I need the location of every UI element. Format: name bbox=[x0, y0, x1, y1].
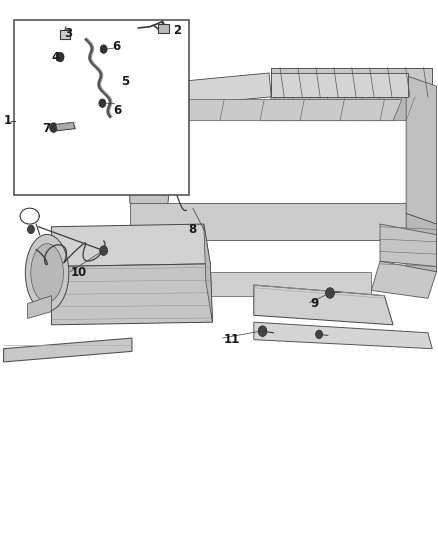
Circle shape bbox=[316, 330, 322, 338]
Text: 7: 7 bbox=[43, 122, 51, 135]
Polygon shape bbox=[130, 272, 371, 296]
Text: 4: 4 bbox=[51, 51, 60, 63]
Circle shape bbox=[100, 45, 107, 53]
Polygon shape bbox=[380, 224, 437, 266]
Polygon shape bbox=[130, 240, 167, 288]
Text: 3: 3 bbox=[64, 27, 73, 39]
Polygon shape bbox=[56, 122, 75, 131]
Polygon shape bbox=[4, 338, 132, 362]
Bar bbox=[14, 20, 188, 195]
Polygon shape bbox=[254, 322, 432, 349]
Polygon shape bbox=[262, 97, 432, 120]
Circle shape bbox=[99, 99, 106, 108]
Polygon shape bbox=[130, 73, 271, 110]
Polygon shape bbox=[130, 203, 406, 240]
Bar bbox=[158, 23, 169, 33]
Text: 10: 10 bbox=[71, 266, 87, 279]
Polygon shape bbox=[51, 224, 210, 266]
Circle shape bbox=[100, 246, 108, 255]
Polygon shape bbox=[128, 86, 132, 134]
Circle shape bbox=[28, 225, 35, 233]
Text: 11: 11 bbox=[223, 333, 240, 346]
Text: 1: 1 bbox=[4, 114, 12, 127]
Circle shape bbox=[258, 326, 267, 336]
Polygon shape bbox=[28, 296, 51, 318]
Text: 6: 6 bbox=[113, 40, 120, 53]
Circle shape bbox=[325, 288, 334, 298]
Text: 5: 5 bbox=[121, 76, 129, 88]
Polygon shape bbox=[167, 100, 402, 120]
Polygon shape bbox=[204, 224, 212, 322]
Text: 2: 2 bbox=[173, 24, 181, 37]
Circle shape bbox=[49, 123, 57, 132]
Ellipse shape bbox=[25, 235, 69, 311]
Polygon shape bbox=[271, 68, 432, 97]
Polygon shape bbox=[271, 73, 408, 97]
Ellipse shape bbox=[31, 244, 64, 302]
Bar bbox=[60, 30, 70, 38]
Polygon shape bbox=[371, 261, 437, 298]
Text: 6: 6 bbox=[114, 103, 122, 117]
Circle shape bbox=[56, 52, 64, 62]
Polygon shape bbox=[406, 214, 437, 272]
Polygon shape bbox=[254, 285, 393, 325]
Polygon shape bbox=[406, 76, 437, 224]
Polygon shape bbox=[51, 264, 212, 325]
Text: 9: 9 bbox=[311, 297, 319, 310]
Circle shape bbox=[143, 177, 151, 187]
Polygon shape bbox=[130, 86, 176, 219]
Text: 8: 8 bbox=[188, 223, 197, 236]
